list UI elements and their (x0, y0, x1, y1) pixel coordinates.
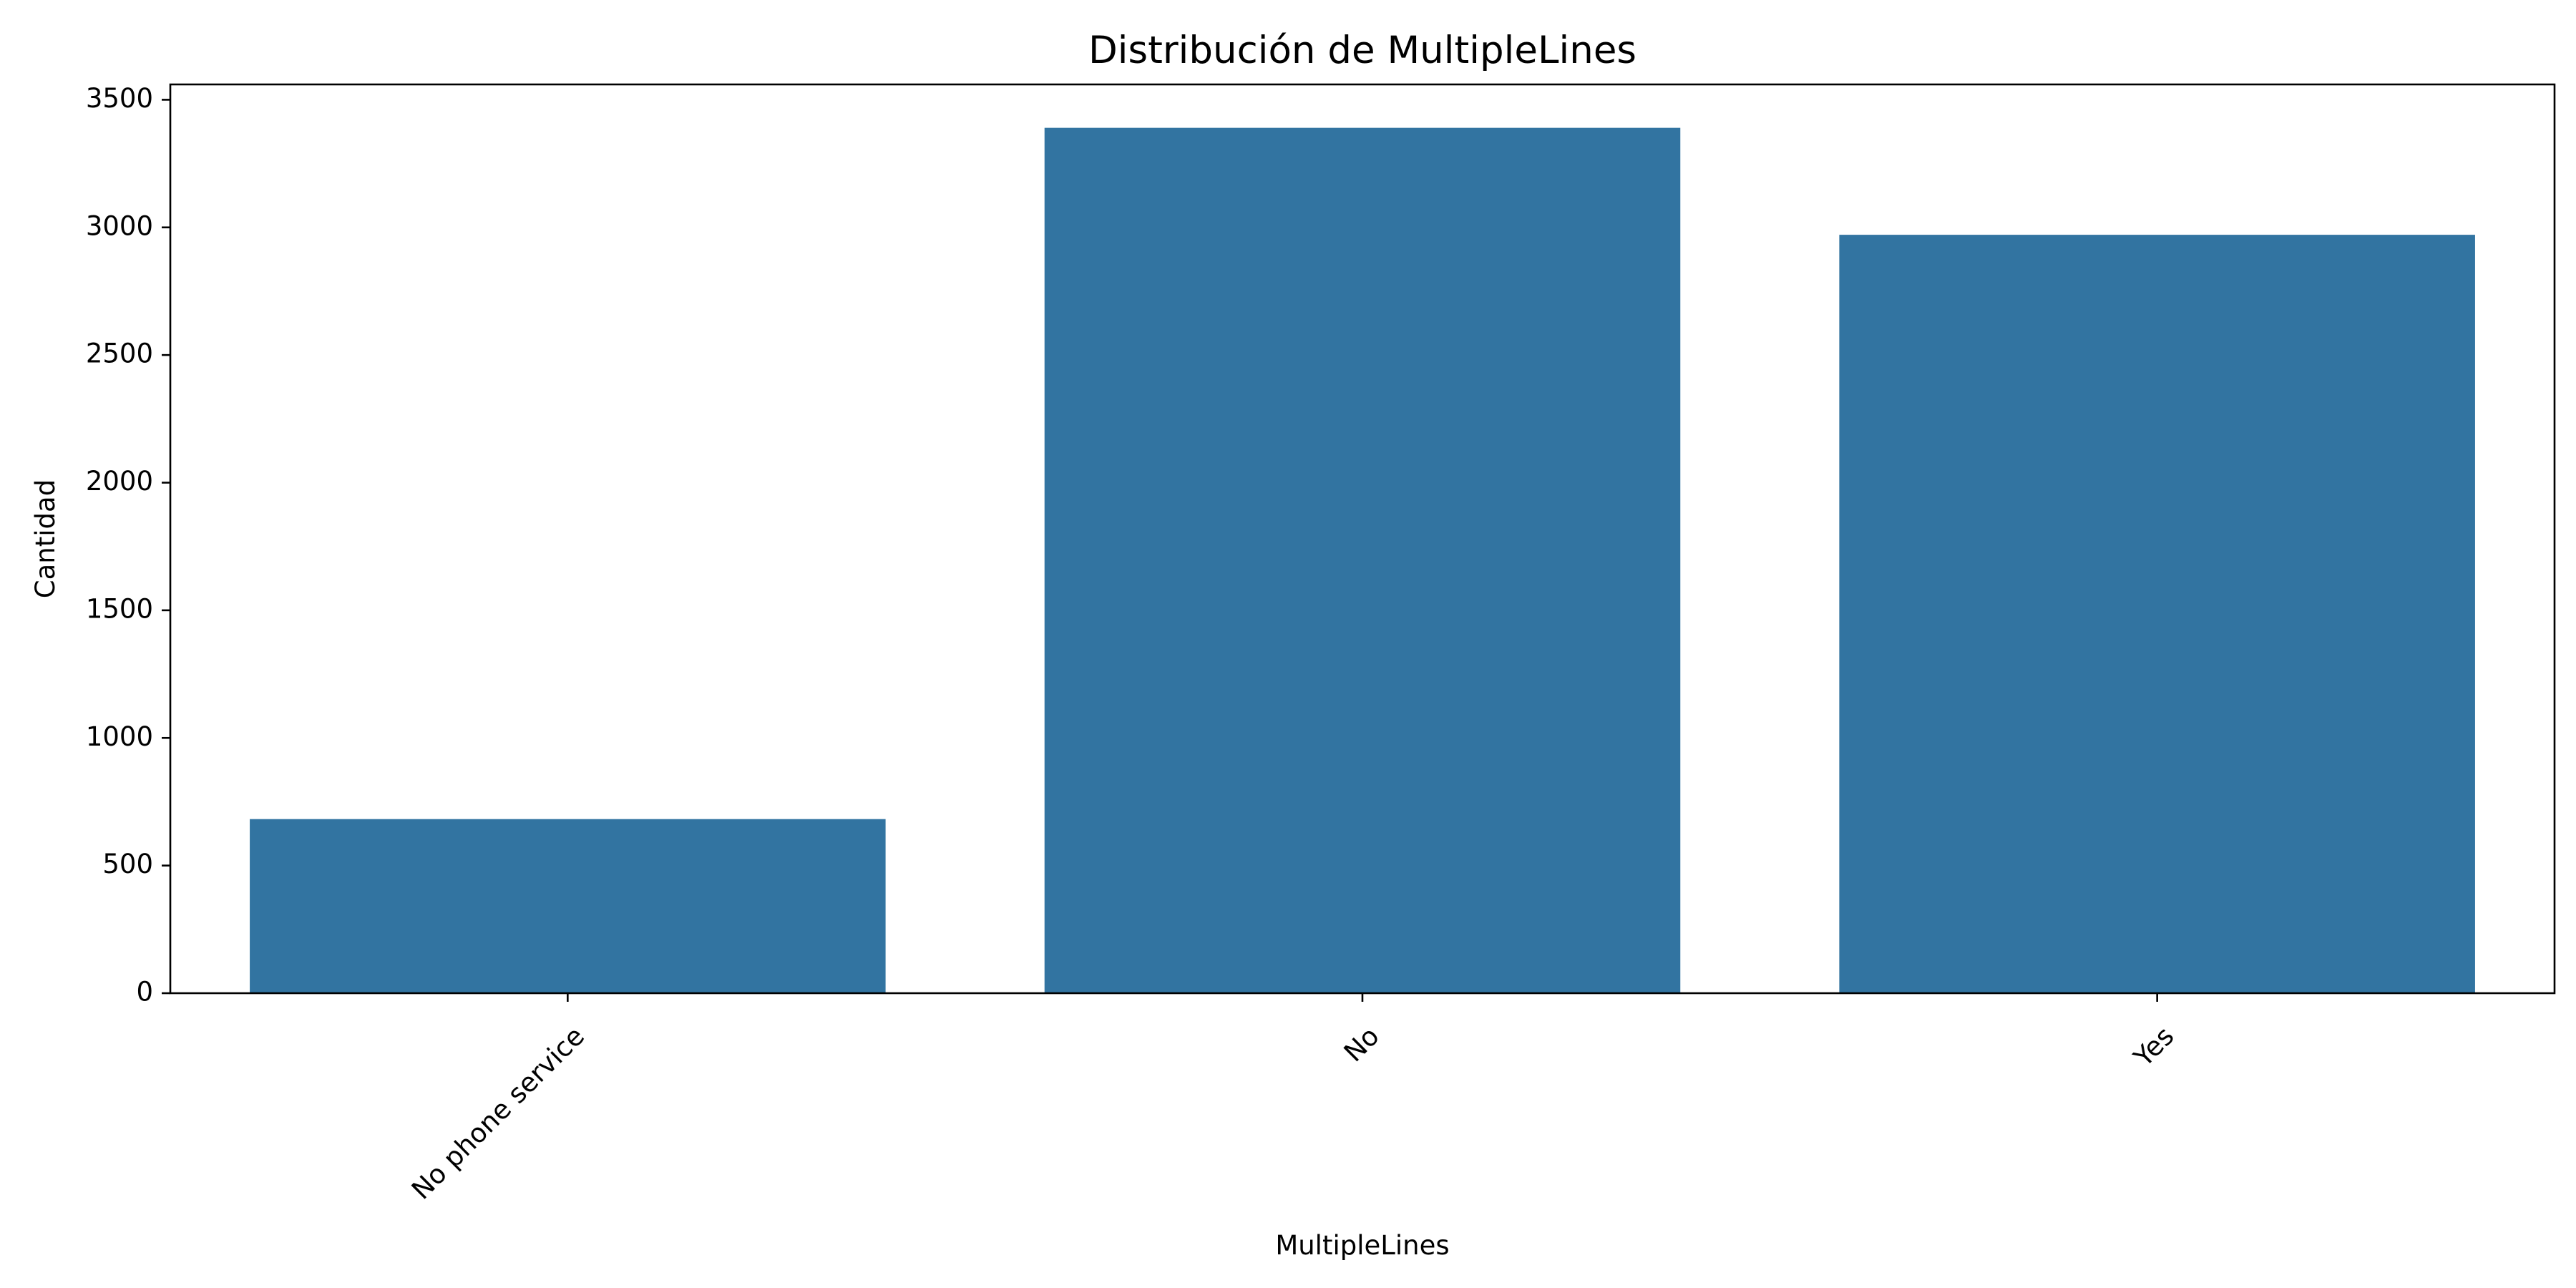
chart-title: Distribución de MultipleLines (1088, 29, 1636, 72)
bar-no (1044, 127, 1681, 993)
bars-group (250, 127, 2475, 993)
y-axis: 0 500 1000 1500 2000 2500 3000 3500 (86, 83, 170, 1008)
y-tick-label: 3000 (86, 210, 153, 241)
x-tick-label: No (1338, 1020, 1385, 1068)
x-axis-label: MultipleLines (1275, 1230, 1449, 1261)
y-tick-label: 2500 (86, 338, 153, 369)
x-tick-label: No phone service (406, 1020, 590, 1205)
x-tick-label: Yes (2127, 1020, 2180, 1073)
y-axis-label: Cantidad (30, 479, 61, 598)
y-tick-label: 1500 (86, 593, 153, 624)
plot-frame (169, 83, 2556, 995)
y-tick-label: 2000 (86, 466, 153, 497)
bar-yes (1839, 235, 2475, 993)
bar-no-phone-service (250, 819, 886, 993)
y-tick-label: 0 (136, 977, 153, 1008)
y-tick-label: 1000 (86, 721, 153, 752)
x-axis: No phone service No Yes (406, 993, 2180, 1206)
y-tick-label: 3500 (86, 83, 153, 114)
y-tick-label: 500 (102, 849, 153, 879)
